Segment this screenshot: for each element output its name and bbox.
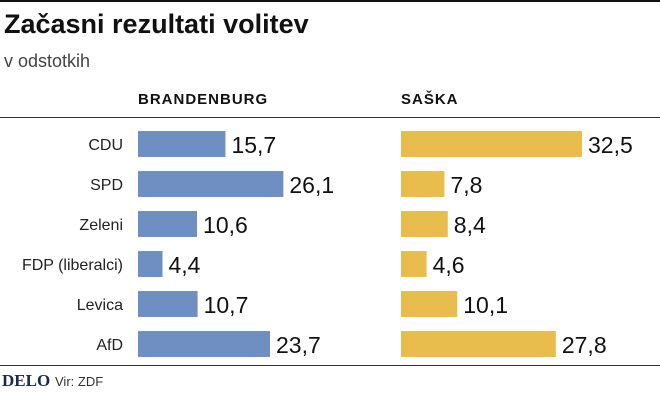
bar-saska-levica bbox=[401, 291, 458, 317]
bar-saska-zeleni bbox=[401, 211, 448, 237]
category-label-afd: AfD bbox=[96, 337, 123, 354]
header-divider bbox=[0, 117, 660, 118]
bar-saska-afd bbox=[401, 331, 556, 357]
value-label-saska-spd: 7,8 bbox=[450, 172, 482, 198]
bar-brandenburg-afd bbox=[138, 331, 271, 357]
bar-brandenburg-zeleni bbox=[138, 211, 198, 237]
value-label-saska-fdp-liberalci: 4,6 bbox=[433, 252, 465, 278]
source-note: Vir: ZDF bbox=[55, 374, 104, 389]
value-label-brandenburg-spd: 26,1 bbox=[289, 172, 334, 198]
chart-title: Začasni rezultati volitev bbox=[4, 9, 309, 39]
value-label-brandenburg-levica: 10,7 bbox=[204, 292, 249, 318]
category-label-levica: Levica bbox=[77, 297, 123, 314]
bar-saska-spd bbox=[401, 171, 445, 197]
footer-divider bbox=[0, 365, 660, 366]
delo-logo: DELO bbox=[2, 371, 51, 390]
top-rule bbox=[0, 0, 660, 2]
bar-brandenburg-fdp-liberalci bbox=[138, 251, 163, 277]
bar-saska-cdu bbox=[401, 131, 583, 157]
value-label-saska-levica: 10,1 bbox=[463, 292, 508, 318]
category-label-fdp-liberalci: FDP (liberalci) bbox=[22, 257, 123, 274]
bar-saska-fdp-liberalci bbox=[401, 251, 427, 277]
category-label-spd: SPD bbox=[90, 177, 123, 194]
bar-brandenburg-cdu bbox=[138, 131, 226, 157]
value-label-brandenburg-afd: 23,7 bbox=[276, 332, 321, 358]
panel-title-brandenburg: BRANDENBURG bbox=[138, 91, 269, 108]
value-label-brandenburg-zeleni: 10,6 bbox=[203, 212, 248, 238]
bar-brandenburg-levica bbox=[138, 291, 198, 317]
value-label-brandenburg-cdu: 15,7 bbox=[231, 132, 276, 158]
value-label-saska-afd: 27,8 bbox=[562, 332, 607, 358]
value-label-brandenburg-fdp-liberalci: 4,4 bbox=[169, 252, 201, 278]
category-label-zeleni: Zeleni bbox=[79, 217, 123, 234]
value-label-saska-zeleni: 8,4 bbox=[454, 212, 486, 238]
bar-brandenburg-spd bbox=[138, 171, 284, 197]
value-label-saska-cdu: 32,5 bbox=[588, 132, 633, 158]
chart-subtitle: v odstotkih bbox=[4, 51, 91, 71]
category-label-cdu: CDU bbox=[88, 137, 123, 154]
panel-title-saska: SAŠKA bbox=[401, 91, 459, 108]
